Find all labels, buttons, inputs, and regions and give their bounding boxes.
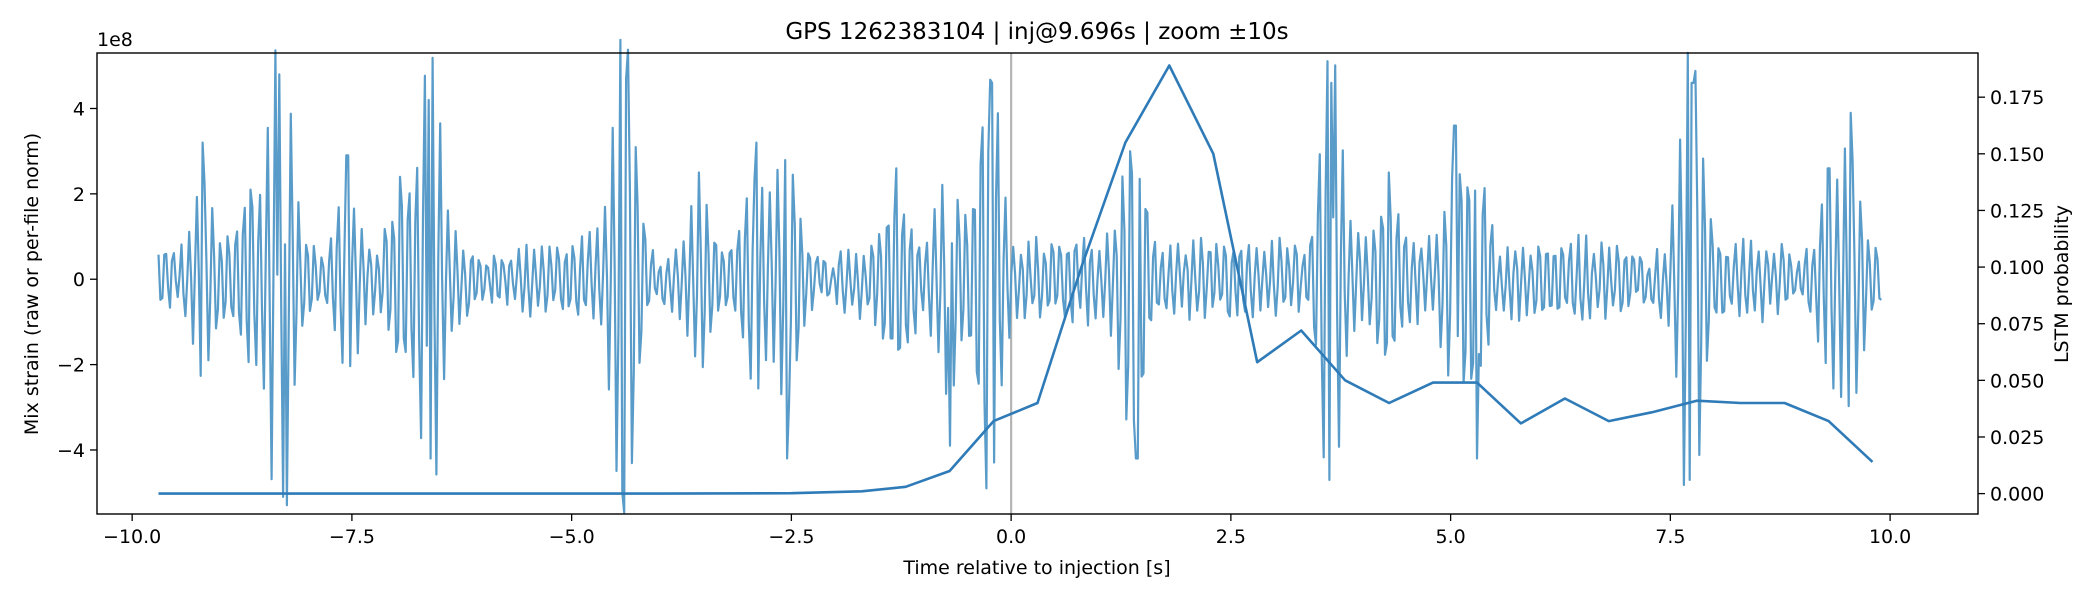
right-y-tick-label: 0.000 (1990, 484, 2044, 506)
left-y-tick-label: 4 (73, 98, 85, 120)
left-y-axis: −4 −2 0 2 4 (57, 98, 97, 462)
chart-title: GPS 1262383104 | inj@9.696s | zoom ±10s (785, 19, 1288, 45)
right-y-tick-label: 0.050 (1990, 370, 2044, 392)
left-y-tick-label: −2 (57, 355, 85, 377)
right-y-tick-label: 0.075 (1990, 314, 2044, 336)
x-tick-label: 2.5 (1216, 526, 1246, 548)
right-y-axis-label: LSTM probability (2051, 205, 2073, 363)
x-tick-label: −2.5 (768, 526, 814, 548)
right-y-axis: 0.000 0.025 0.050 0.075 0.100 0.125 0.150 0.175 (1978, 87, 2044, 506)
x-axis: −10.0 −7.5 −5.0 −2.5 0.0 2.5 5.0 7.5 10.0 (103, 514, 1911, 548)
x-tick-label: −5.0 (549, 526, 595, 548)
left-y-tick-label: 2 (73, 184, 85, 206)
left-y-tick-label: 0 (73, 269, 85, 291)
lstm-probability-line (158, 64, 1874, 495)
right-y-tick-label: 0.100 (1990, 257, 2044, 279)
x-axis-label: Time relative to injection [s] (902, 557, 1170, 579)
right-y-tick-label: 0.175 (1990, 87, 2044, 109)
plot-area (96, 38, 1979, 515)
x-tick-label: 5.0 (1436, 526, 1466, 548)
right-y-tick-label: 0.125 (1990, 200, 2044, 222)
left-y-axis-label: Mix strain (raw or per-file norm) (21, 133, 43, 435)
right-y-tick-label: 0.150 (1990, 144, 2044, 166)
plot-frame (96, 52, 1979, 515)
x-tick-label: −7.5 (329, 526, 375, 548)
strain-series-line (157, 38, 1882, 514)
x-tick-label: 10.0 (1869, 526, 1911, 548)
x-tick-label: 7.5 (1655, 526, 1685, 548)
right-y-tick-label: 0.025 (1990, 427, 2044, 449)
left-y-tick-label: −4 (57, 440, 85, 462)
x-tick-label: −10.0 (103, 526, 161, 548)
offset-text: 1e8 (97, 29, 133, 51)
x-tick-label: 0.0 (996, 526, 1026, 548)
